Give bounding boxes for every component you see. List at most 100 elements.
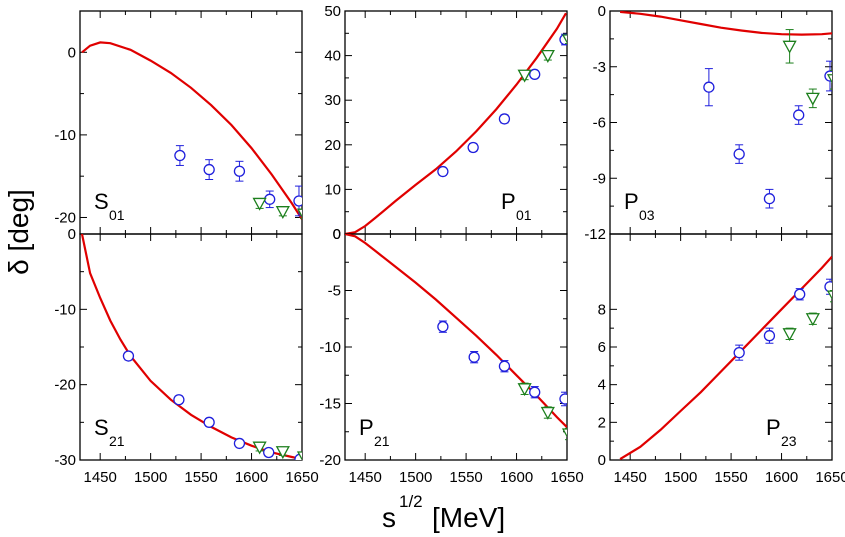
panel-label: P [501,189,516,214]
panel-s21: 0 -10 -20 -30 1450 1500 1550 1600 1650 S21 [54,226,318,486]
x-tick-label: 1550 [714,469,747,486]
panel-frame [79,233,303,461]
x-axis-label-sup: 1/2 [399,492,423,511]
x-tick-label: 1550 [449,469,482,486]
data-point-triangle [275,446,290,460]
x-tick-label: 1450 [83,469,116,486]
panel-label-sub: 01 [516,207,532,223]
data-point-circle [498,360,511,372]
data-point-triangle [561,428,567,438]
x-tick-label: 1600 [235,469,268,486]
y-tick-label: 0 [598,3,606,20]
data-point-circle [173,394,185,406]
data-point-circle [733,148,745,160]
model-curve [619,11,832,36]
data-point-circle [122,350,135,362]
y-tick-label: -10 [319,339,341,356]
data-point-triangle [805,92,820,106]
x-axis-label-main: s [382,502,396,533]
x-tick-label: 1550 [184,469,217,486]
y-tick-label: -20 [54,209,76,226]
panel-data [81,41,302,220]
y-tick-label: -12 [584,226,606,243]
y-tick-label: 0 [68,226,76,243]
y-tick-label: -15 [319,396,341,413]
panel-frame [344,10,568,235]
data-point-circle [293,195,302,207]
data-point-triangle [782,40,797,54]
x-tick-label: 1600 [765,469,798,486]
panel-p03: 0 -3 -6 -9 -12 P03 [584,3,833,243]
x-tick-label: 1650 [550,469,583,486]
data-point-triangle [296,208,302,218]
panel-data [619,255,832,460]
data-point-circle [233,165,246,177]
y-tick-label: -3 [593,59,606,76]
x-tick-label: 1500 [134,469,167,486]
panel-label: S [94,415,109,440]
data-point-circle [559,393,567,405]
data-point-triangle [826,290,832,300]
y-tick-label: -9 [593,170,606,187]
model-curve [619,255,832,460]
data-point-circle [794,288,806,300]
data-point-circle [174,149,186,162]
panel-data [80,234,302,460]
panel-p01: 0 10 20 30 40 50 P01 [324,3,568,243]
y-tick-label: 30 [324,92,341,109]
panel-label-sub: 21 [109,433,125,449]
data-point-circle [467,141,479,154]
y-tick-label: 20 [324,137,341,154]
panel-p21: 0 -5 -10 -15 -20 1450 1500 1550 1600 1650 P21 [319,226,583,486]
panel-label: S [94,189,109,214]
x-tick-label: 1600 [500,469,533,486]
y-tick-label: 10 [324,181,341,198]
data-point-triangle [540,49,555,63]
x-tick-label: 1500 [399,469,432,486]
data-point-triangle [517,383,532,397]
x-tick-label: 1450 [613,469,646,486]
y-tick-label: -30 [54,452,76,469]
y-tick-label: 4 [598,377,606,394]
panel-label-sub: 23 [781,433,797,449]
data-point-circle [203,163,215,176]
x-tick-label: 1450 [348,469,381,486]
data-point-circle [498,113,511,125]
panel-label-sub: 03 [639,207,655,223]
x-axis-label: s 1/2 [MeV] [382,492,505,533]
data-point-triangle [561,34,567,44]
data-point-circle [793,109,805,121]
y-tick-label: 50 [324,3,341,20]
panel-data [345,234,567,441]
y-tick-label: 0 [333,226,341,243]
model-curve [345,12,567,234]
panel-label: P [359,415,374,440]
y-tick-label: -20 [54,377,76,394]
data-point-circle [203,416,215,428]
data-point-circle [468,351,480,363]
y-tick-label: -10 [54,127,76,144]
panel-s01: 0 -10 -20 S01 [54,10,303,235]
panel-frame [609,233,833,461]
y-tick-label: 6 [598,339,606,356]
data-point-circle [264,193,276,205]
panel-label: P [624,189,639,214]
x-axis-label-unit: [MeV] [432,502,505,533]
panel-label: P [766,415,781,440]
y-tick-label: 0 [68,44,76,61]
data-point-triangle [805,313,820,327]
y-tick-label: 2 [598,414,606,431]
y-tick-label: -10 [54,301,76,318]
y-tick-label: 40 [324,48,341,65]
x-tick-label: 1650 [815,469,845,486]
data-point-circle [233,437,246,450]
panel-data [619,11,832,209]
y-tick-label: 0 [333,226,341,243]
y-tick-label: -5 [328,283,341,300]
data-point-circle [437,321,449,333]
model-curve [81,41,302,220]
data-point-circle [703,81,715,93]
data-point-triangle [540,406,555,420]
panel-frame [344,233,568,461]
